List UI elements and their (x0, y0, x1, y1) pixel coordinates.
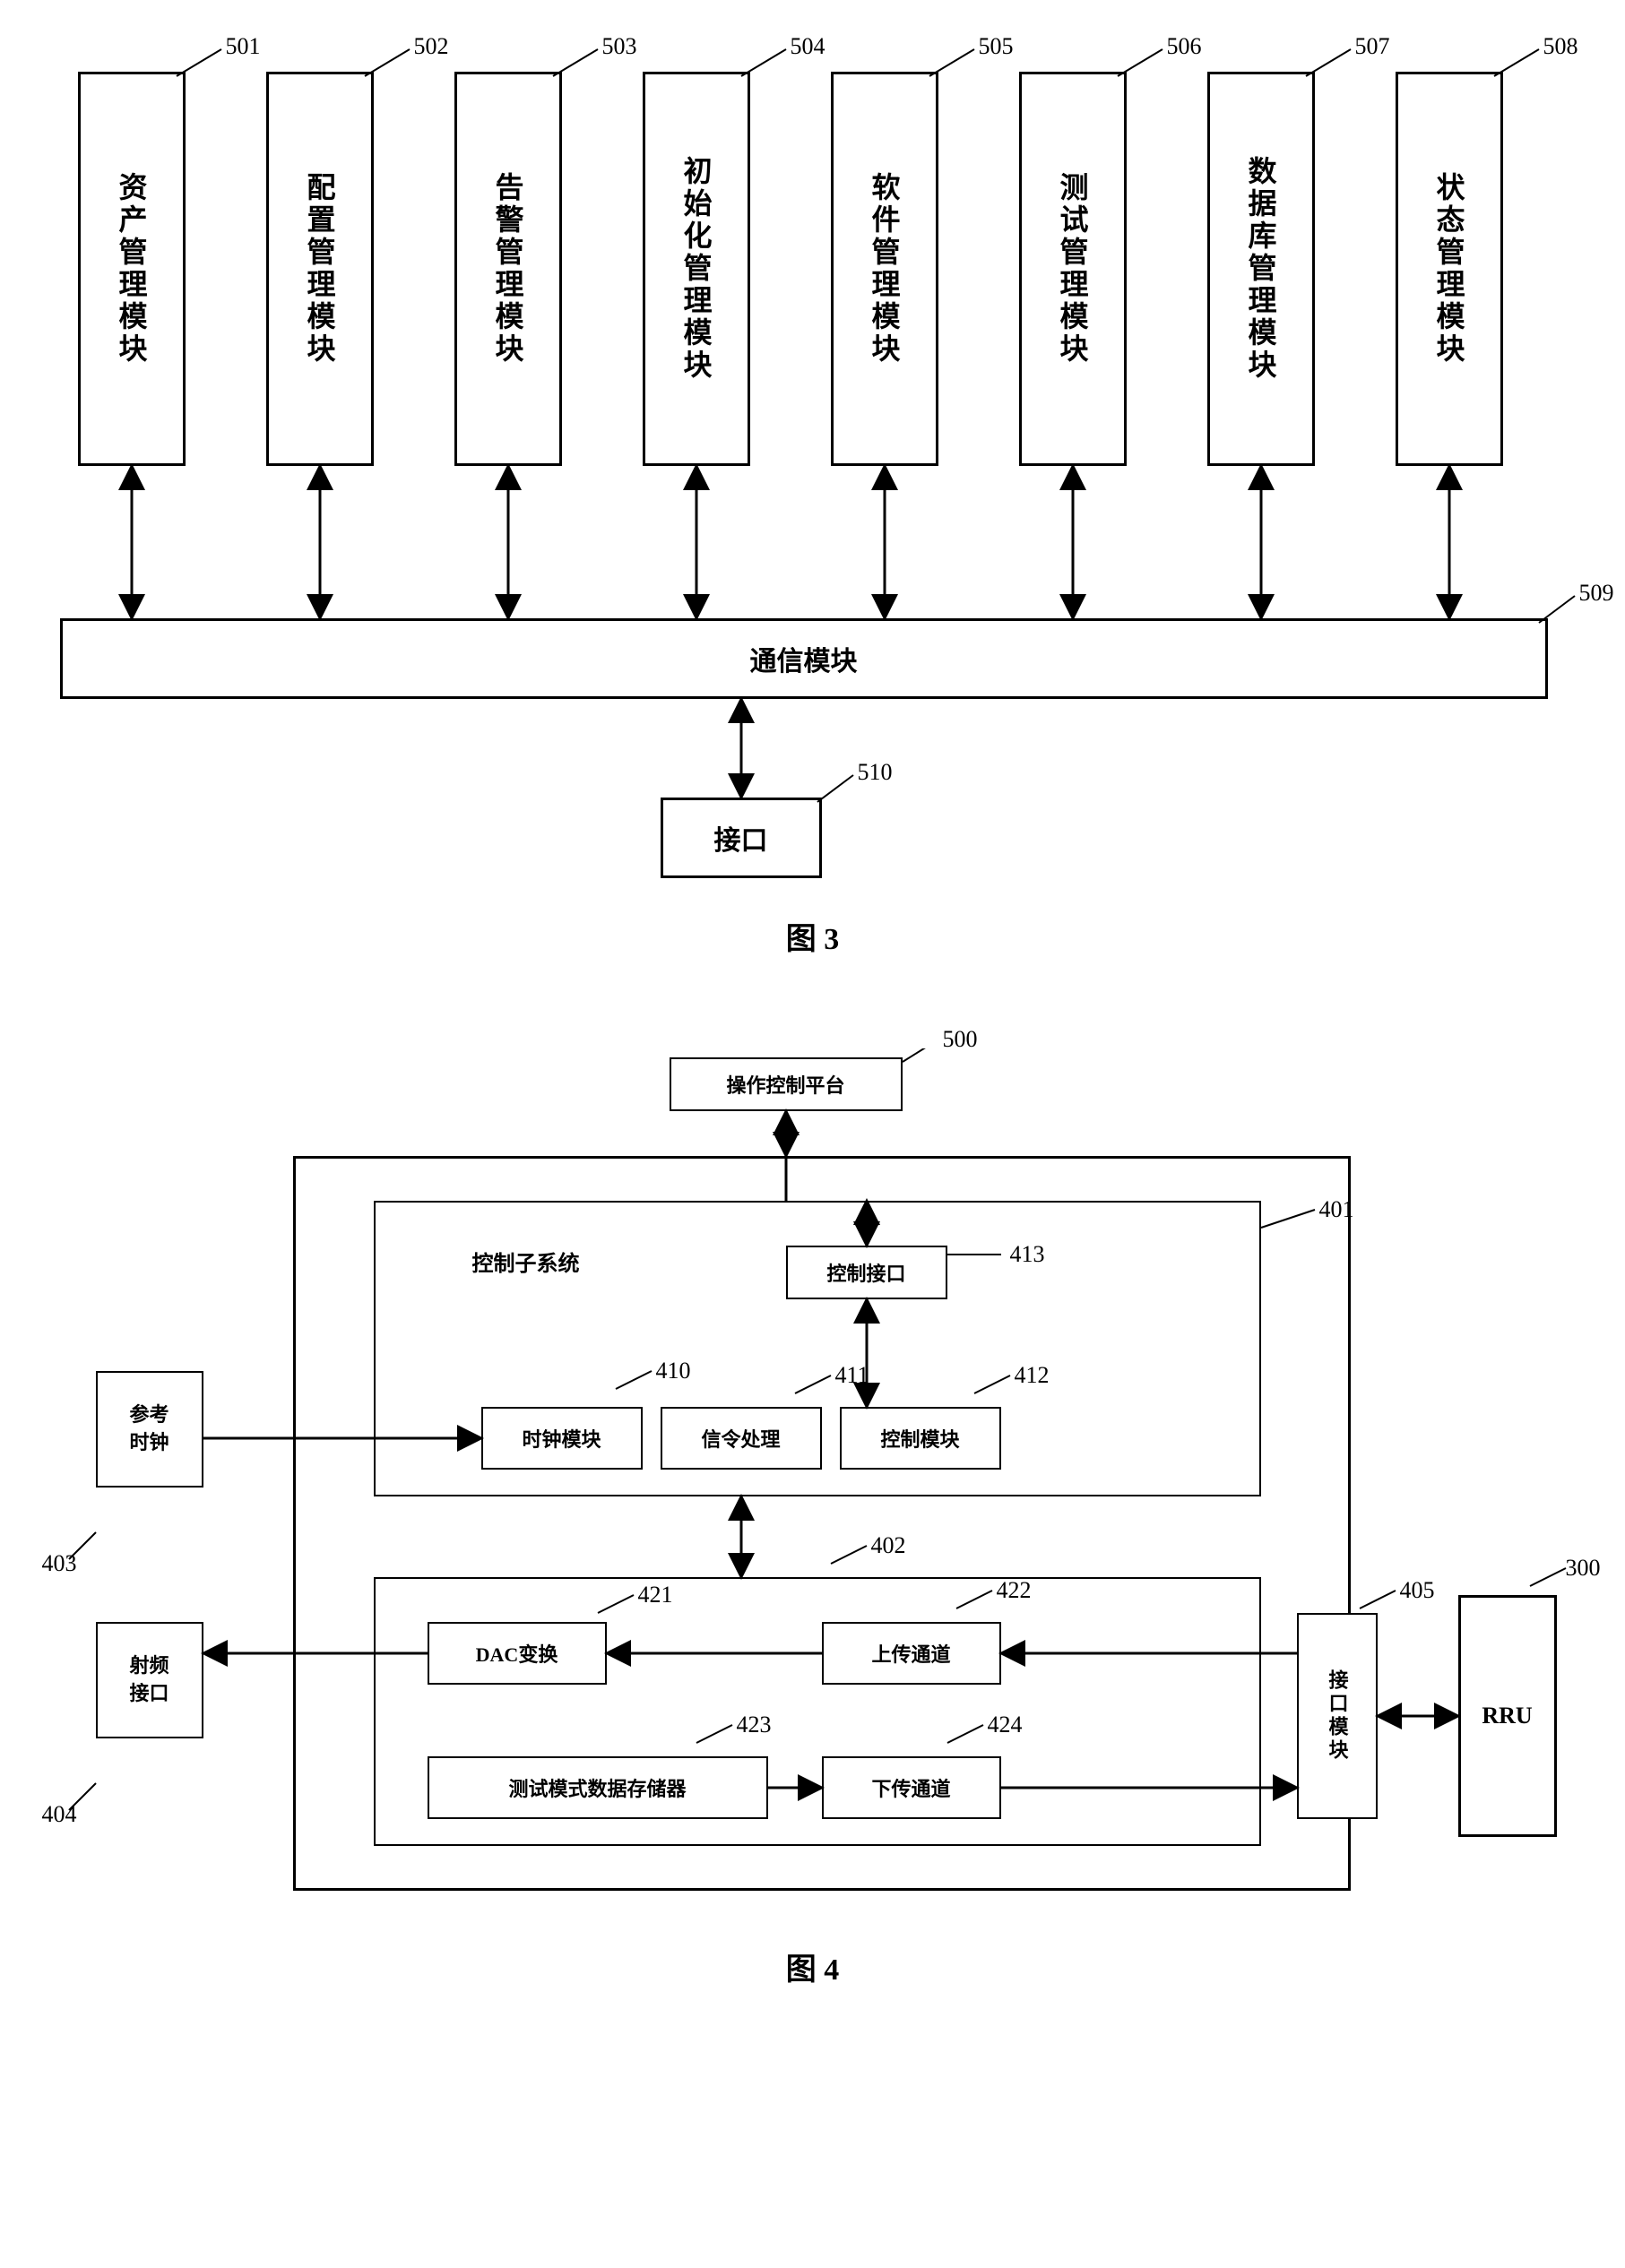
down-ch-label: 下传通道 (871, 1773, 950, 1802)
label-500: 500 (943, 1026, 978, 1053)
test-mem-box: 测试模式数据存储器 (428, 1756, 768, 1819)
module-box-501: 资产管理模块 (78, 72, 186, 466)
label-422: 422 (997, 1577, 1032, 1604)
sig-proc-label: 信令处理 (701, 1424, 780, 1453)
label-412: 412 (1015, 1362, 1050, 1389)
up-ch-label: 上传通道 (871, 1639, 950, 1668)
rf-if-box: 射频接口 (96, 1622, 203, 1738)
module-box-506: 测试管理模块 (1019, 72, 1127, 466)
label-508: 508 (1543, 33, 1578, 60)
module-label-508: 状态管理模块 (1429, 172, 1470, 366)
sig-proc-box: 信令处理 (661, 1407, 822, 1470)
label-403: 403 (42, 1550, 77, 1577)
label-501: 501 (226, 33, 261, 60)
module-box-507: 数据库管理模块 (1207, 72, 1315, 466)
module-box-505: 软件管理模块 (831, 72, 938, 466)
module-box-502: 配置管理模块 (266, 72, 374, 466)
label-423: 423 (737, 1712, 772, 1738)
label-504: 504 (791, 33, 825, 60)
module-label-502: 配置管理模块 (299, 172, 341, 366)
down-ch-box: 下传通道 (822, 1756, 1001, 1819)
label-510: 510 (858, 759, 893, 786)
label-421: 421 (638, 1582, 673, 1608)
module-box-503: 告警管理模块 (454, 72, 562, 466)
label-402: 402 (871, 1532, 906, 1559)
figure-4-caption: 图 4 (786, 1945, 840, 1988)
interface-label: 接口 (714, 818, 768, 858)
label-404: 404 (42, 1801, 77, 1828)
platform-label: 操作控制平台 (726, 1070, 844, 1099)
figure-4: 操作控制平台 控制子系统 控制接口 时钟模块 信令处理 控制模块 参考时钟 射频… (42, 1048, 1584, 2034)
module-box-504: 初始化管理模块 (643, 72, 750, 466)
rru-box: RRU (1458, 1595, 1557, 1837)
label-502: 502 (414, 33, 449, 60)
rf-if-label: 射频接口 (129, 1652, 169, 1708)
module-label-504: 初始化管理模块 (676, 156, 717, 382)
dac-label: DAC变换 (476, 1639, 558, 1668)
ctrl-mod-box: 控制模块 (840, 1407, 1001, 1470)
label-503: 503 (602, 33, 637, 60)
module-box-508: 状态管理模块 (1396, 72, 1503, 466)
platform-box: 操作控制平台 (670, 1057, 903, 1111)
figure-3-caption: 图 3 (786, 914, 840, 958)
interface-box: 接口 (661, 798, 822, 878)
ref-clock-box: 参考时钟 (96, 1371, 203, 1488)
ctrl-if-box: 控制接口 (786, 1246, 947, 1299)
label-509: 509 (1579, 580, 1614, 607)
if-mod-label: 接口模块 (1323, 1669, 1352, 1763)
ctrl-sys-label: 控制子系统 (472, 1246, 580, 1277)
ref-clock-label: 参考时钟 (129, 1401, 169, 1457)
if-mod-box: 接口模块 (1297, 1613, 1378, 1819)
label-300: 300 (1566, 1555, 1601, 1582)
test-mem-label: 测试模式数据存储器 (508, 1773, 686, 1802)
module-label-501: 资产管理模块 (111, 172, 152, 366)
comm-module-box: 通信模块 (60, 618, 1548, 699)
clock-mod-box: 时钟模块 (481, 1407, 643, 1470)
comm-module-label: 通信模块 (750, 639, 858, 678)
label-410: 410 (656, 1358, 691, 1384)
label-413: 413 (1010, 1241, 1045, 1268)
figure-3: 资产管理模块 配置管理模块 告警管理模块 初始化管理模块 软件管理模块 测试管理模块 数据库… (42, 36, 1584, 977)
dac-box: DAC变换 (428, 1622, 607, 1685)
label-405: 405 (1400, 1577, 1435, 1604)
label-505: 505 (979, 33, 1014, 60)
label-401: 401 (1319, 1196, 1354, 1223)
label-424: 424 (988, 1712, 1023, 1738)
module-label-505: 软件管理模块 (864, 172, 905, 366)
label-506: 506 (1167, 33, 1202, 60)
up-ch-box: 上传通道 (822, 1622, 1001, 1685)
rru-label: RRU (1482, 1703, 1532, 1729)
module-label-507: 数据库管理模块 (1240, 156, 1282, 382)
label-411: 411 (835, 1362, 869, 1389)
ctrl-mod-label: 控制模块 (880, 1424, 959, 1453)
clock-mod-label: 时钟模块 (522, 1424, 601, 1453)
module-label-503: 告警管理模块 (488, 172, 529, 366)
label-507: 507 (1355, 33, 1390, 60)
ctrl-if-label: 控制接口 (826, 1258, 905, 1287)
module-label-506: 测试管理模块 (1052, 172, 1093, 366)
